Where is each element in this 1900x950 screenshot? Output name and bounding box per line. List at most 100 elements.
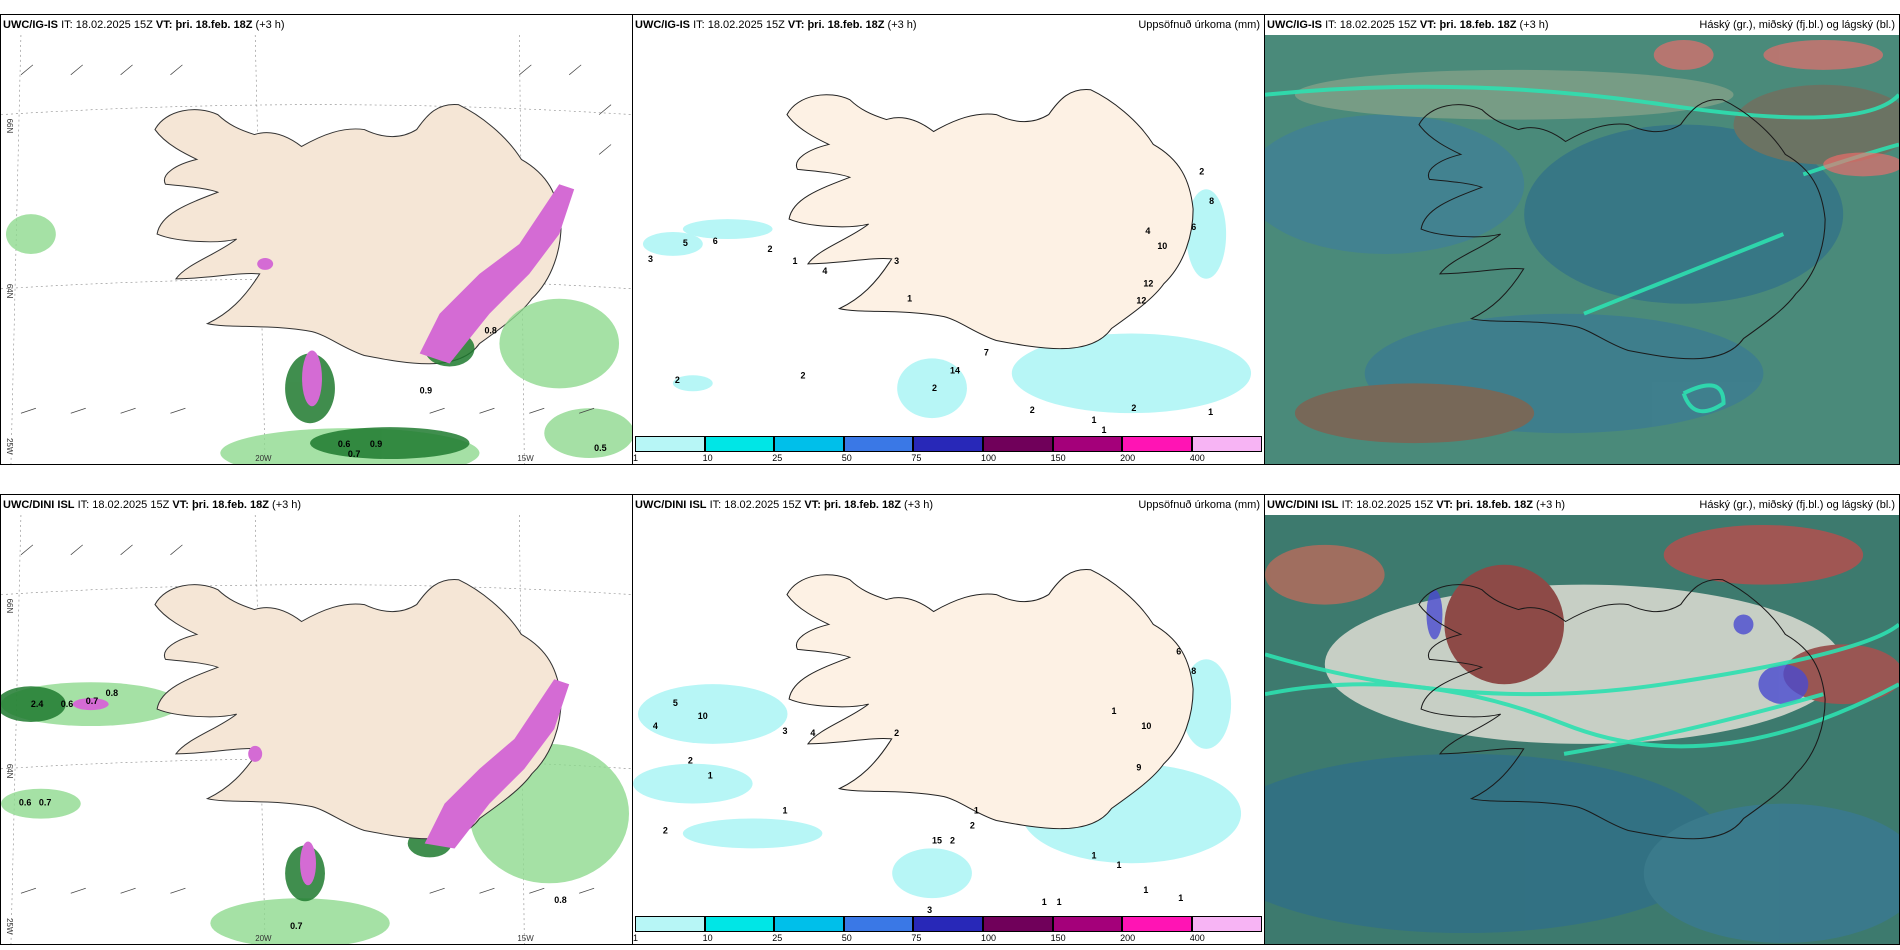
precip-value: 1 [783,806,788,816]
precip-value: 2 [663,825,668,835]
colorbar-label: 100 [980,933,997,943]
lon-label-20: 20W [255,454,272,463]
map-svg [1265,35,1899,464]
it-label: IT: [693,19,705,31]
precip-value: 0.7 [348,449,360,459]
it-label: IT: [77,499,90,511]
it-label: IT: [1341,499,1354,511]
precip-value: 0.5 [594,443,606,453]
precip-value: 1 [907,294,912,304]
lead-time: (+3 h) [272,499,302,511]
colorbar-label: 75 [911,933,922,943]
precip-value: 0.9 [420,385,432,395]
vt-label: VT: [804,499,821,511]
precip-value: 3 [783,726,788,736]
panel-clouds-dini: UWC/DINI ISL IT: 18.02.2025 15Z VT: þri.… [1264,494,1900,945]
colorbar-swatch [704,916,775,932]
map-svg: 66N 64N 25W 20W 15W 2.4 0.6 0.7 0.7 0.8 … [1,515,632,944]
colorbar-swatch [982,436,1053,452]
precip-value: 14 [950,365,960,375]
lon-label-15: 15W [517,934,534,943]
precip-value: 1 [1057,897,1062,907]
precip-value: 1 [792,256,797,266]
precip-value: 4 [1145,226,1150,236]
vt-value: þri. 18.feb. 18Z [1439,19,1517,31]
it-label: IT: [709,499,722,511]
colorbar-swatch [704,436,775,452]
vt-label: VT: [1436,499,1453,511]
precip-value: 1 [708,771,713,781]
colorbar-swatch [913,916,983,932]
precip-value: 10 [1141,721,1151,731]
map-area [1265,515,1899,944]
precip-value: 2 [1199,166,1204,176]
precip-value: 1 [1116,860,1121,870]
colorbar-label: 150 [1050,453,1066,463]
it-value: 18.02.2025 15Z [92,499,170,511]
lead-time: (+3 h) [1536,499,1566,511]
map-area: 5 6 2 3 1 4 3 1 2 2 14 7 2 2 4 2 10 12 8… [633,35,1264,434]
precip-value: 10 [1157,241,1167,251]
precip-value: 9 [1136,763,1141,773]
precip-value: 0.8 [484,326,496,336]
colorbar-label: 25 [772,933,783,943]
vt-label: VT: [787,19,805,31]
lon-label-20: 20W [255,934,272,943]
precip-value: 2 [688,756,693,766]
map-area: 66N 64N 25W 20W 15W 2.4 0.6 0.7 0.7 0.8 … [1,515,632,944]
precip-value: 2 [675,375,680,385]
precip-value: 2 [970,820,975,830]
colorbar-label: 100 [980,453,997,463]
lat-label-66: 66N [5,599,14,614]
lon-label-25: 25W [5,438,14,455]
model-label: UWC/IG-IS [1267,19,1322,31]
precip-value: 1 [974,806,979,816]
colorbar-label: 400 [1189,453,1205,463]
precip-value: 2 [894,728,899,738]
panel-header: UWC/IG-IS IT: 18.02.2025 15Z VT: þri. 18… [1265,15,1899,35]
precip-value: 3 [927,905,932,914]
precip-value: 1 [1178,893,1183,903]
precip-value: 7 [984,347,989,357]
colorbar-label: 75 [911,453,922,463]
lead-time: (+3 h) [904,499,934,511]
cloud-title: Háský (gr.), miðský (fj.bl.) og lágský (… [1699,499,1895,511]
map-svg [1265,515,1899,944]
precip-value: 1 [1111,706,1116,716]
vt-label: VT: [172,499,189,511]
precip-value: 4 [810,728,815,738]
precip-value: 0.8 [106,688,118,698]
precip-value: 10 [698,711,708,721]
vt-value: þri. 18.feb. 18Z [1455,499,1533,511]
colorbar-swatch [982,916,1053,932]
map-svg: 66N 64N 25W 20W 15W 0.6 0.7 0.9 0.9 0.8 … [1,35,632,464]
lon-label-25: 25W [5,918,14,935]
vt-value: þri. 18.feb. 18Z [823,499,901,511]
panel-header: UWC/IG-IS IT: 18.02.2025 15Z VT: þri. 18… [1,15,632,35]
map-area: 66N 64N 25W 20W 15W 0.6 0.7 0.9 0.9 0.8 … [1,35,632,464]
panel-clouds-igis: UWC/IG-IS IT: 18.02.2025 15Z VT: þri. 18… [1264,14,1900,465]
colorbar: 1 10 25 50 75 100 150 200 400 [633,436,1262,463]
precip-value: 0.8 [554,895,566,905]
colorbar-swatch [1191,436,1262,452]
colorbar-label: 150 [1050,933,1066,943]
precip-value: 12 [1136,296,1146,306]
colorbar-swatch [635,436,705,452]
colorbar-label: 1 [633,933,639,943]
precip-value: 2 [768,244,773,254]
precip-value: 0.7 [86,696,98,706]
colorbar-swatch [1052,436,1123,452]
precip-value: 15 [932,835,942,845]
precip-value: 1 [1102,425,1107,434]
lat-label-64: 64N [5,764,14,779]
colorbar: 1 10 25 50 75 100 150 200 400 [633,916,1262,943]
vt-value: þri. 18.feb. 18Z [807,19,885,31]
precip-value: 5 [673,698,678,708]
panel-wind-precip-igis: UWC/IG-IS IT: 18.02.2025 15Z VT: þri. 18… [0,14,633,465]
precip-value: 0.6 [338,439,350,449]
it-value: 18.02.2025 15Z [1356,499,1434,511]
vt-label: VT: [1419,19,1437,31]
colorbar-swatch [843,916,914,932]
precip-value: 2 [932,383,937,393]
colorbar-swatch [774,436,844,452]
